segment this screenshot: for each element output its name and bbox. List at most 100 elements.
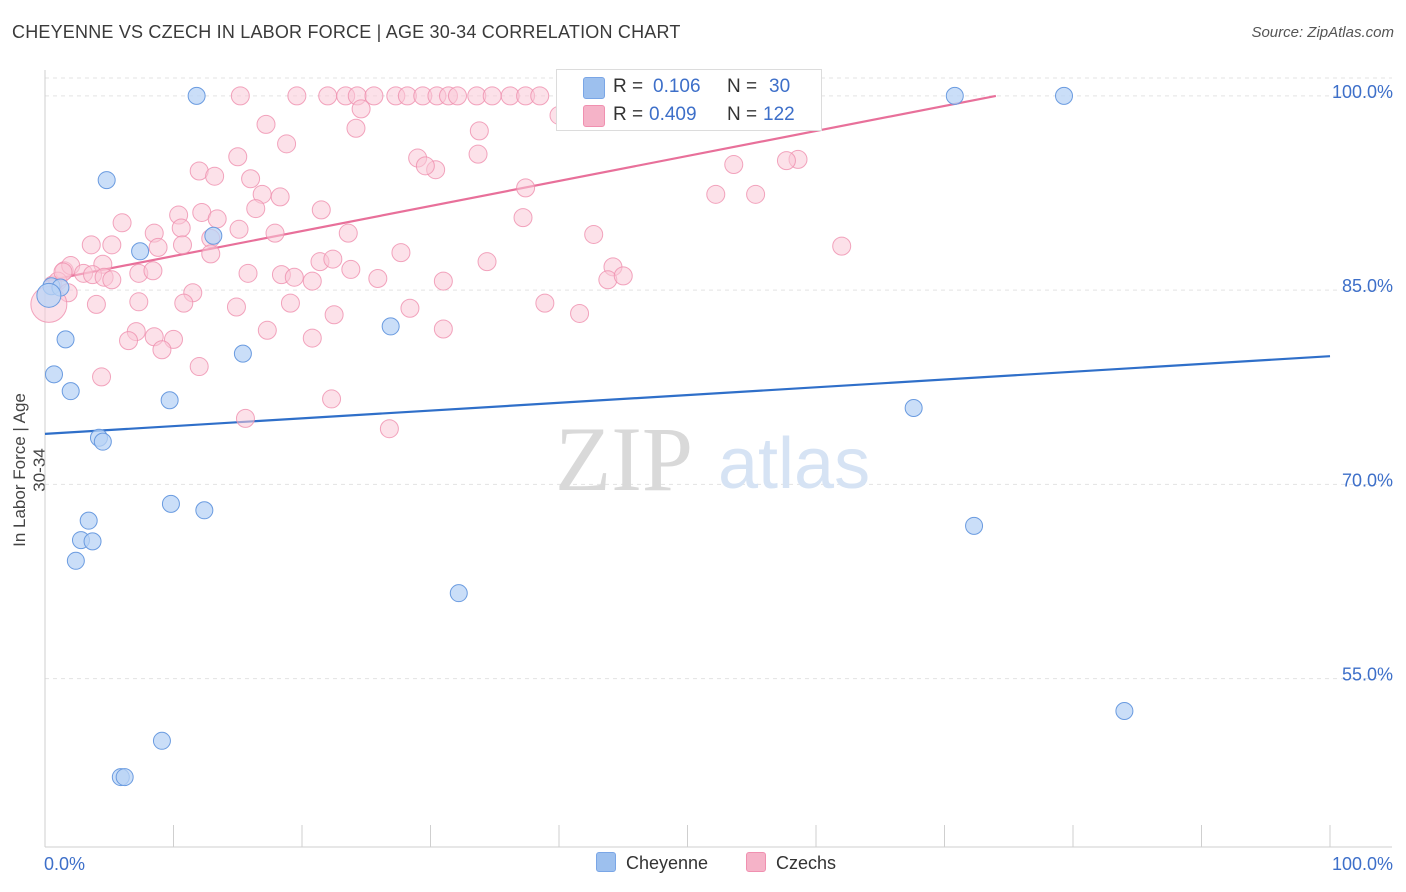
czechs-point (341, 259, 361, 279)
czechs-point (256, 114, 276, 134)
czechs-point (516, 178, 536, 198)
cheyenne-point (945, 86, 964, 105)
czechs-point (143, 261, 163, 281)
czechs-point (129, 292, 149, 312)
cheyenne-point (161, 494, 180, 513)
czechs-point (229, 219, 249, 239)
cheyenne-point (97, 171, 116, 190)
cheyenne-point (79, 511, 98, 530)
czechs-point (415, 156, 435, 176)
y-tick-label: 85.0% (1342, 276, 1393, 296)
cheyenne-point (1115, 702, 1134, 721)
czechs-point (513, 208, 533, 228)
czechs-point (119, 331, 139, 351)
czechs-point (112, 213, 132, 233)
czechs-point (338, 223, 358, 243)
cheyenne-point (36, 282, 62, 308)
czechs-points (30, 86, 852, 439)
cheyenne-trend-line (44, 355, 1331, 435)
czechs-point (468, 144, 488, 164)
chart-title: CHEYENNE VS CZECH IN LABOR FORCE | AGE 3… (12, 22, 681, 42)
czechs-point (230, 86, 250, 106)
czechs-point (171, 218, 191, 238)
cheyenne-point (131, 242, 150, 261)
stats-legend: R = 0.106 N = 30 R = 0.409 N = 122 (556, 69, 822, 131)
cheyenne-point (66, 551, 85, 570)
czechs-point (302, 271, 322, 291)
czechs-point (81, 235, 101, 255)
czechs-point (287, 86, 307, 106)
czechs-point (351, 99, 371, 119)
tick-labels: 55.0% 70.0% 85.0% 100.0% 0.0% 100.0% (44, 82, 1393, 874)
czechs-point (53, 262, 73, 282)
n-label: N = (727, 76, 758, 97)
czechs-point (86, 294, 106, 314)
czechs-point (257, 320, 277, 340)
czechs-point (235, 408, 255, 428)
czechs-point (172, 235, 192, 255)
source-label: Source: ZipAtlas.com (1251, 24, 1394, 41)
y-tick-label: 55.0% (1342, 665, 1393, 685)
czechs-point (324, 305, 344, 325)
cheyenne-point (44, 365, 63, 384)
czechs-point (207, 209, 227, 229)
cheyenne-point (61, 382, 80, 401)
czechs-point (280, 293, 300, 313)
cheyenne-point (233, 344, 252, 363)
gridlines (45, 77, 1392, 680)
czechs-point (482, 86, 502, 106)
r-value: 0.409 (649, 104, 697, 125)
czechs-swatch (583, 105, 605, 127)
czechs-point (433, 271, 453, 291)
cheyenne-point (115, 768, 134, 787)
czechs-point (379, 419, 399, 439)
czechs-point (400, 298, 420, 318)
stats-legend-row-czechs: R = 0.409 N = 122 (557, 101, 821, 129)
r-label: R = (613, 104, 644, 125)
czechs-point (189, 357, 209, 377)
cheyenne-point (204, 226, 223, 245)
czechs-point (724, 155, 744, 175)
czechs-point (226, 297, 246, 317)
legend-item-czechs: Czechs (746, 852, 836, 874)
czechs-point (201, 244, 221, 264)
stats-legend-row-cheyenne: R = 0.106 N = 30 (557, 73, 821, 101)
czechs-point (102, 235, 122, 255)
cheyenne-point (56, 330, 75, 349)
trend-lines (44, 94, 1331, 435)
axes (44, 70, 1392, 848)
czechs-point (584, 224, 604, 244)
czechs-point (277, 134, 297, 154)
czechs-point (832, 236, 852, 256)
czechs-point (241, 169, 261, 189)
czechs-point (530, 86, 550, 106)
cheyenne-point (965, 516, 984, 535)
czechs-point (746, 184, 766, 204)
r-value: 0.106 (653, 76, 701, 97)
czechs-legend-label: Czechs (776, 853, 837, 873)
czechs-point (311, 200, 331, 220)
x-tick-label: 0.0% (44, 854, 85, 874)
czechs-point (570, 303, 590, 323)
n-value: 30 (769, 76, 791, 97)
watermark-atlas: atlas (718, 424, 870, 504)
cheyenne-points (36, 86, 1134, 787)
czechs-point (433, 319, 453, 339)
czechs-point (284, 267, 304, 287)
czechs-point (391, 243, 411, 263)
cheyenne-point (195, 501, 214, 520)
czechs-point (152, 340, 172, 360)
czechs-point (246, 199, 266, 219)
czechs-point (322, 389, 342, 409)
x-tick-label: 100.0% (1332, 854, 1393, 874)
watermark-zip: ZIP (555, 408, 693, 510)
czechs-point (265, 223, 285, 243)
czechs-point (228, 147, 248, 167)
czechs-point (368, 268, 388, 288)
y-tick-label: 100.0% (1332, 82, 1393, 102)
czechs-point (447, 86, 467, 106)
czechs-point (270, 187, 290, 207)
czechs-point (346, 118, 366, 138)
cheyenne-point (83, 532, 102, 551)
czechs-point (364, 86, 384, 106)
